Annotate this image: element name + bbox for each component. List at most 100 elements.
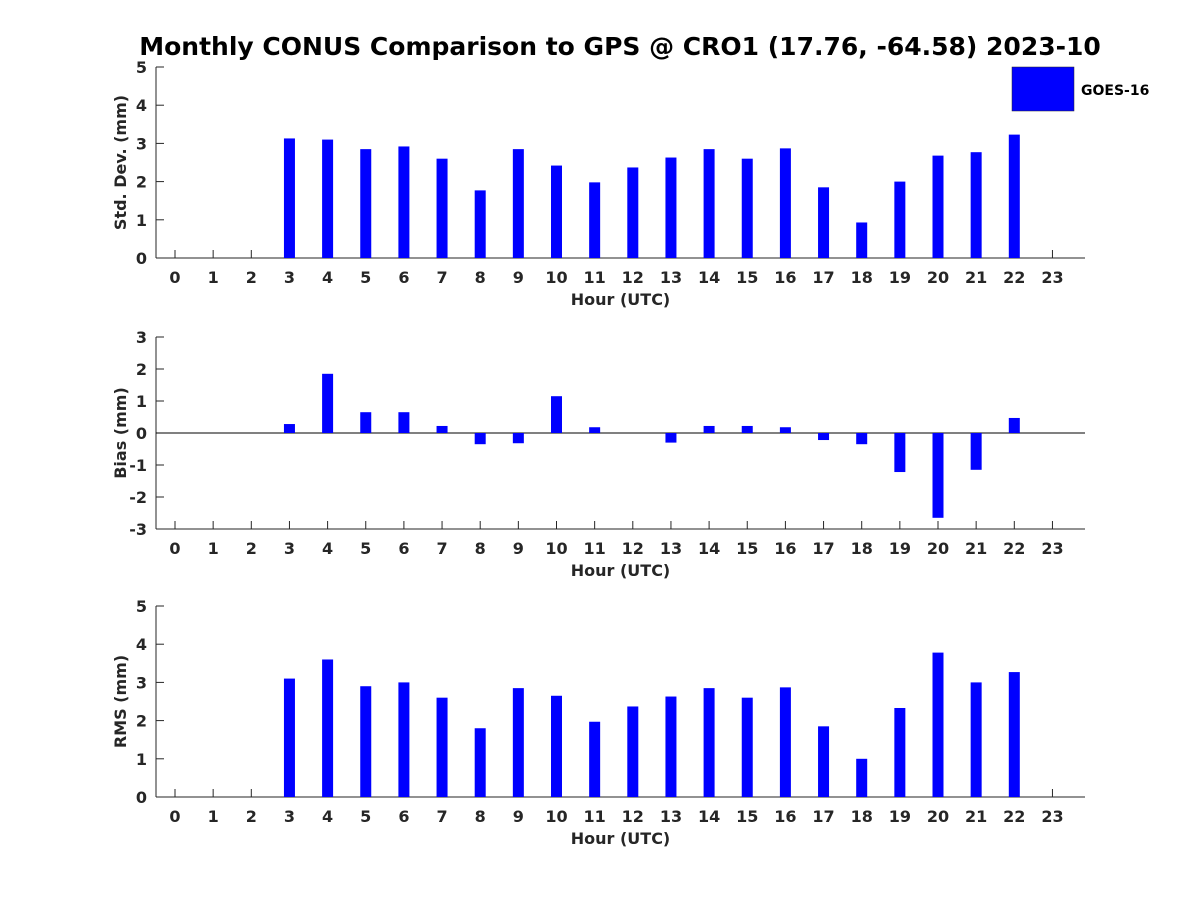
bar-hour-16 bbox=[779, 687, 791, 797]
x-tick-label: 10 bbox=[545, 807, 567, 826]
x-tick-label: 3 bbox=[284, 268, 295, 287]
x-tick-label: 12 bbox=[622, 268, 644, 287]
x-tick-label: 4 bbox=[322, 807, 333, 826]
x-tick-label: 2 bbox=[246, 807, 257, 826]
x-tick-label: 19 bbox=[889, 268, 911, 287]
y-tick-label: 2 bbox=[136, 360, 147, 379]
x-tick-label: 20 bbox=[927, 539, 949, 558]
bar-hour-7 bbox=[436, 158, 448, 258]
bar-hour-17 bbox=[818, 726, 830, 797]
bar-hour-15 bbox=[741, 425, 753, 433]
bar-hour-11 bbox=[589, 721, 601, 797]
x-tick-label: 10 bbox=[545, 539, 567, 558]
x-tick-label: 13 bbox=[660, 268, 682, 287]
x-tick-label: 12 bbox=[622, 539, 644, 558]
bar-hour-13 bbox=[665, 696, 677, 797]
bar-hour-5 bbox=[360, 412, 372, 433]
bar-hour-11 bbox=[589, 182, 601, 258]
x-tick-label: 21 bbox=[965, 539, 987, 558]
x-tick-label: 8 bbox=[475, 539, 486, 558]
bar-hour-8 bbox=[474, 433, 486, 445]
y-tick-label: 4 bbox=[136, 96, 147, 115]
bar-hour-10 bbox=[551, 396, 562, 433]
bar-hour-22 bbox=[1008, 672, 1020, 797]
bar-hour-4 bbox=[322, 659, 334, 797]
x-tick-label: 13 bbox=[660, 807, 682, 826]
x-tick-label: 17 bbox=[812, 539, 834, 558]
x-axis-label: Hour (UTC) bbox=[571, 829, 671, 848]
bar-hour-21 bbox=[970, 682, 982, 797]
legend: GOES-16 bbox=[1011, 66, 1149, 112]
bar-hour-9 bbox=[512, 149, 524, 258]
x-tick-label: 8 bbox=[475, 268, 486, 287]
bar-hour-17 bbox=[818, 433, 830, 441]
bar-hour-16 bbox=[779, 148, 791, 258]
x-tick-label: 0 bbox=[169, 268, 180, 287]
x-tick-label: 18 bbox=[851, 539, 873, 558]
x-tick-label: 11 bbox=[584, 539, 606, 558]
bar-hour-18 bbox=[856, 222, 868, 258]
bar-hour-20 bbox=[932, 433, 944, 518]
bar-hour-19 bbox=[894, 181, 906, 258]
bar-hour-12 bbox=[627, 167, 639, 258]
x-tick-label: 22 bbox=[1003, 268, 1025, 287]
bar-hour-21 bbox=[970, 152, 982, 258]
chart-title: Monthly CONUS Comparison to GPS @ CRO1 (… bbox=[139, 32, 1101, 61]
bar-hour-6 bbox=[398, 412, 410, 433]
x-tick-label: 11 bbox=[584, 807, 606, 826]
x-tick-label: 6 bbox=[398, 807, 409, 826]
y-tick-label: 4 bbox=[136, 635, 147, 654]
bar-hour-3 bbox=[283, 678, 295, 797]
y-tick-label: 3 bbox=[136, 134, 147, 153]
bar-hour-8 bbox=[474, 728, 486, 797]
x-tick-label: 22 bbox=[1003, 807, 1025, 826]
x-tick-label: 0 bbox=[169, 539, 180, 558]
x-tick-label: 5 bbox=[360, 807, 371, 826]
x-tick-label: 20 bbox=[927, 268, 949, 287]
legend-swatch bbox=[1011, 66, 1075, 112]
x-tick-label: 16 bbox=[774, 539, 796, 558]
y-tick-label: -2 bbox=[129, 488, 147, 507]
bar-hour-14 bbox=[703, 425, 715, 433]
y-tick-label: 1 bbox=[136, 750, 147, 769]
x-tick-label: 3 bbox=[284, 539, 295, 558]
bar-hour-18 bbox=[856, 758, 868, 797]
bar-hour-10 bbox=[551, 695, 562, 797]
y-tick-label: 0 bbox=[136, 424, 147, 443]
x-tick-label: 20 bbox=[927, 807, 949, 826]
x-tick-label: 2 bbox=[246, 268, 257, 287]
bar-hour-13 bbox=[665, 433, 677, 443]
bar-hour-3 bbox=[283, 424, 295, 433]
bar-hour-4 bbox=[322, 373, 334, 433]
y-tick-label: 0 bbox=[136, 788, 147, 807]
y-axis-label: Bias (mm) bbox=[111, 387, 130, 479]
bar-hour-7 bbox=[436, 697, 448, 797]
x-tick-label: 19 bbox=[889, 539, 911, 558]
bar-hour-10 bbox=[551, 165, 562, 258]
x-tick-label: 4 bbox=[322, 268, 333, 287]
x-tick-label: 14 bbox=[698, 268, 720, 287]
x-tick-label: 21 bbox=[965, 268, 987, 287]
x-tick-label: 9 bbox=[513, 807, 524, 826]
x-tick-label: 19 bbox=[889, 807, 911, 826]
y-tick-label: 0 bbox=[136, 249, 147, 268]
bar-hour-20 bbox=[932, 652, 944, 797]
bar-hour-12 bbox=[627, 706, 639, 797]
y-tick-label: -1 bbox=[129, 456, 147, 475]
x-tick-label: 18 bbox=[851, 807, 873, 826]
x-tick-label: 15 bbox=[736, 539, 758, 558]
x-tick-label: 7 bbox=[436, 539, 447, 558]
x-tick-label: 1 bbox=[208, 539, 219, 558]
x-tick-label: 14 bbox=[698, 807, 720, 826]
y-tick-label: 2 bbox=[136, 173, 147, 192]
x-tick-label: 5 bbox=[360, 268, 371, 287]
y-tick-label: 2 bbox=[136, 712, 147, 731]
bar-hour-13 bbox=[665, 157, 677, 258]
x-tick-label: 1 bbox=[208, 807, 219, 826]
x-tick-label: 11 bbox=[584, 268, 606, 287]
x-tick-label: 7 bbox=[436, 807, 447, 826]
bar-hour-17 bbox=[818, 187, 830, 258]
